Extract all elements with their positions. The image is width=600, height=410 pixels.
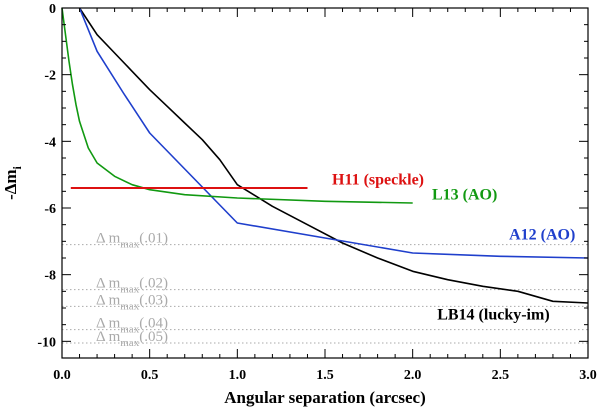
y-tick-label: -10 [37, 335, 56, 350]
reference-label: Δ mmax(.05) [96, 329, 168, 349]
reference-label-suffix: (.02) [139, 276, 168, 292]
reference-label: Δ mmax(.03) [96, 292, 168, 312]
reference-label-sub: max [120, 300, 139, 312]
reference-label-main: Δ m [96, 292, 121, 308]
y-tick-label: -8 [44, 269, 56, 284]
reference-label-main: Δ m [96, 231, 121, 247]
x-tick-label: 0.0 [53, 368, 71, 383]
y-tick-label: -6 [44, 202, 56, 217]
series-line [78, 7, 589, 304]
series-line [61, 7, 413, 204]
x-tick-label: 1.0 [229, 368, 247, 383]
x-tick-label: 2.0 [404, 368, 422, 383]
series-label: H11 (speckle) [332, 172, 424, 189]
reference-label-sub: max [120, 239, 139, 251]
series-label: LB14 (lucky-im) [437, 307, 549, 324]
series-label: L13 (AO) [432, 187, 497, 204]
series-labels: LB14 (lucky-im) A12 (AO) L13 (AO) H11 (spec… [332, 172, 575, 324]
x-tick-label: 1.5 [316, 368, 334, 383]
x-tick-label: 0.5 [141, 368, 159, 383]
reference-label: Δ mmax(.04) [96, 316, 168, 336]
reference-labels: Δ mmax(.01)Δ mmax(.02)Δ mmax(.03)Δ mmax(… [96, 231, 168, 349]
y-axis-title-sub: i [10, 165, 24, 169]
x-axis-title: Angular separation (arcsec) [224, 388, 425, 407]
reference-label-sub: max [120, 324, 139, 336]
reference-label: Δ mmax(.01) [96, 231, 168, 251]
y-tick-label: -2 [44, 69, 56, 84]
y-tick-label: 0 [49, 2, 56, 17]
y-tick-label: -4 [44, 135, 56, 150]
reference-label-main: Δ m [96, 329, 121, 345]
x-tick-label: 3.0 [579, 368, 597, 383]
series-line [78, 7, 589, 259]
reference-label-main: Δ m [96, 316, 121, 332]
reference-label-suffix: (.05) [139, 329, 168, 345]
y-axis-title: -Δmi [1, 165, 24, 199]
series-label: A12 (AO) [509, 227, 575, 244]
series-lines [61, 7, 589, 304]
reference-label-sub: max [120, 337, 139, 349]
reference-label-suffix: (.01) [139, 231, 168, 247]
reference-label-suffix: (.04) [139, 316, 168, 332]
reference-label-suffix: (.03) [139, 292, 168, 308]
reference-label-sub: max [120, 284, 139, 296]
reference-label: Δ mmax(.02) [96, 276, 168, 296]
y-axis-title-main: -Δm [1, 169, 20, 199]
axis-ticks: 0.0 0.5 1.0 1.5 2.0 2.5 3.0 0 -2 -4 -6 -8 -10 [37, 2, 596, 383]
reference-label-main: Δ m [96, 276, 121, 292]
x-tick-label: 2.5 [492, 368, 510, 383]
